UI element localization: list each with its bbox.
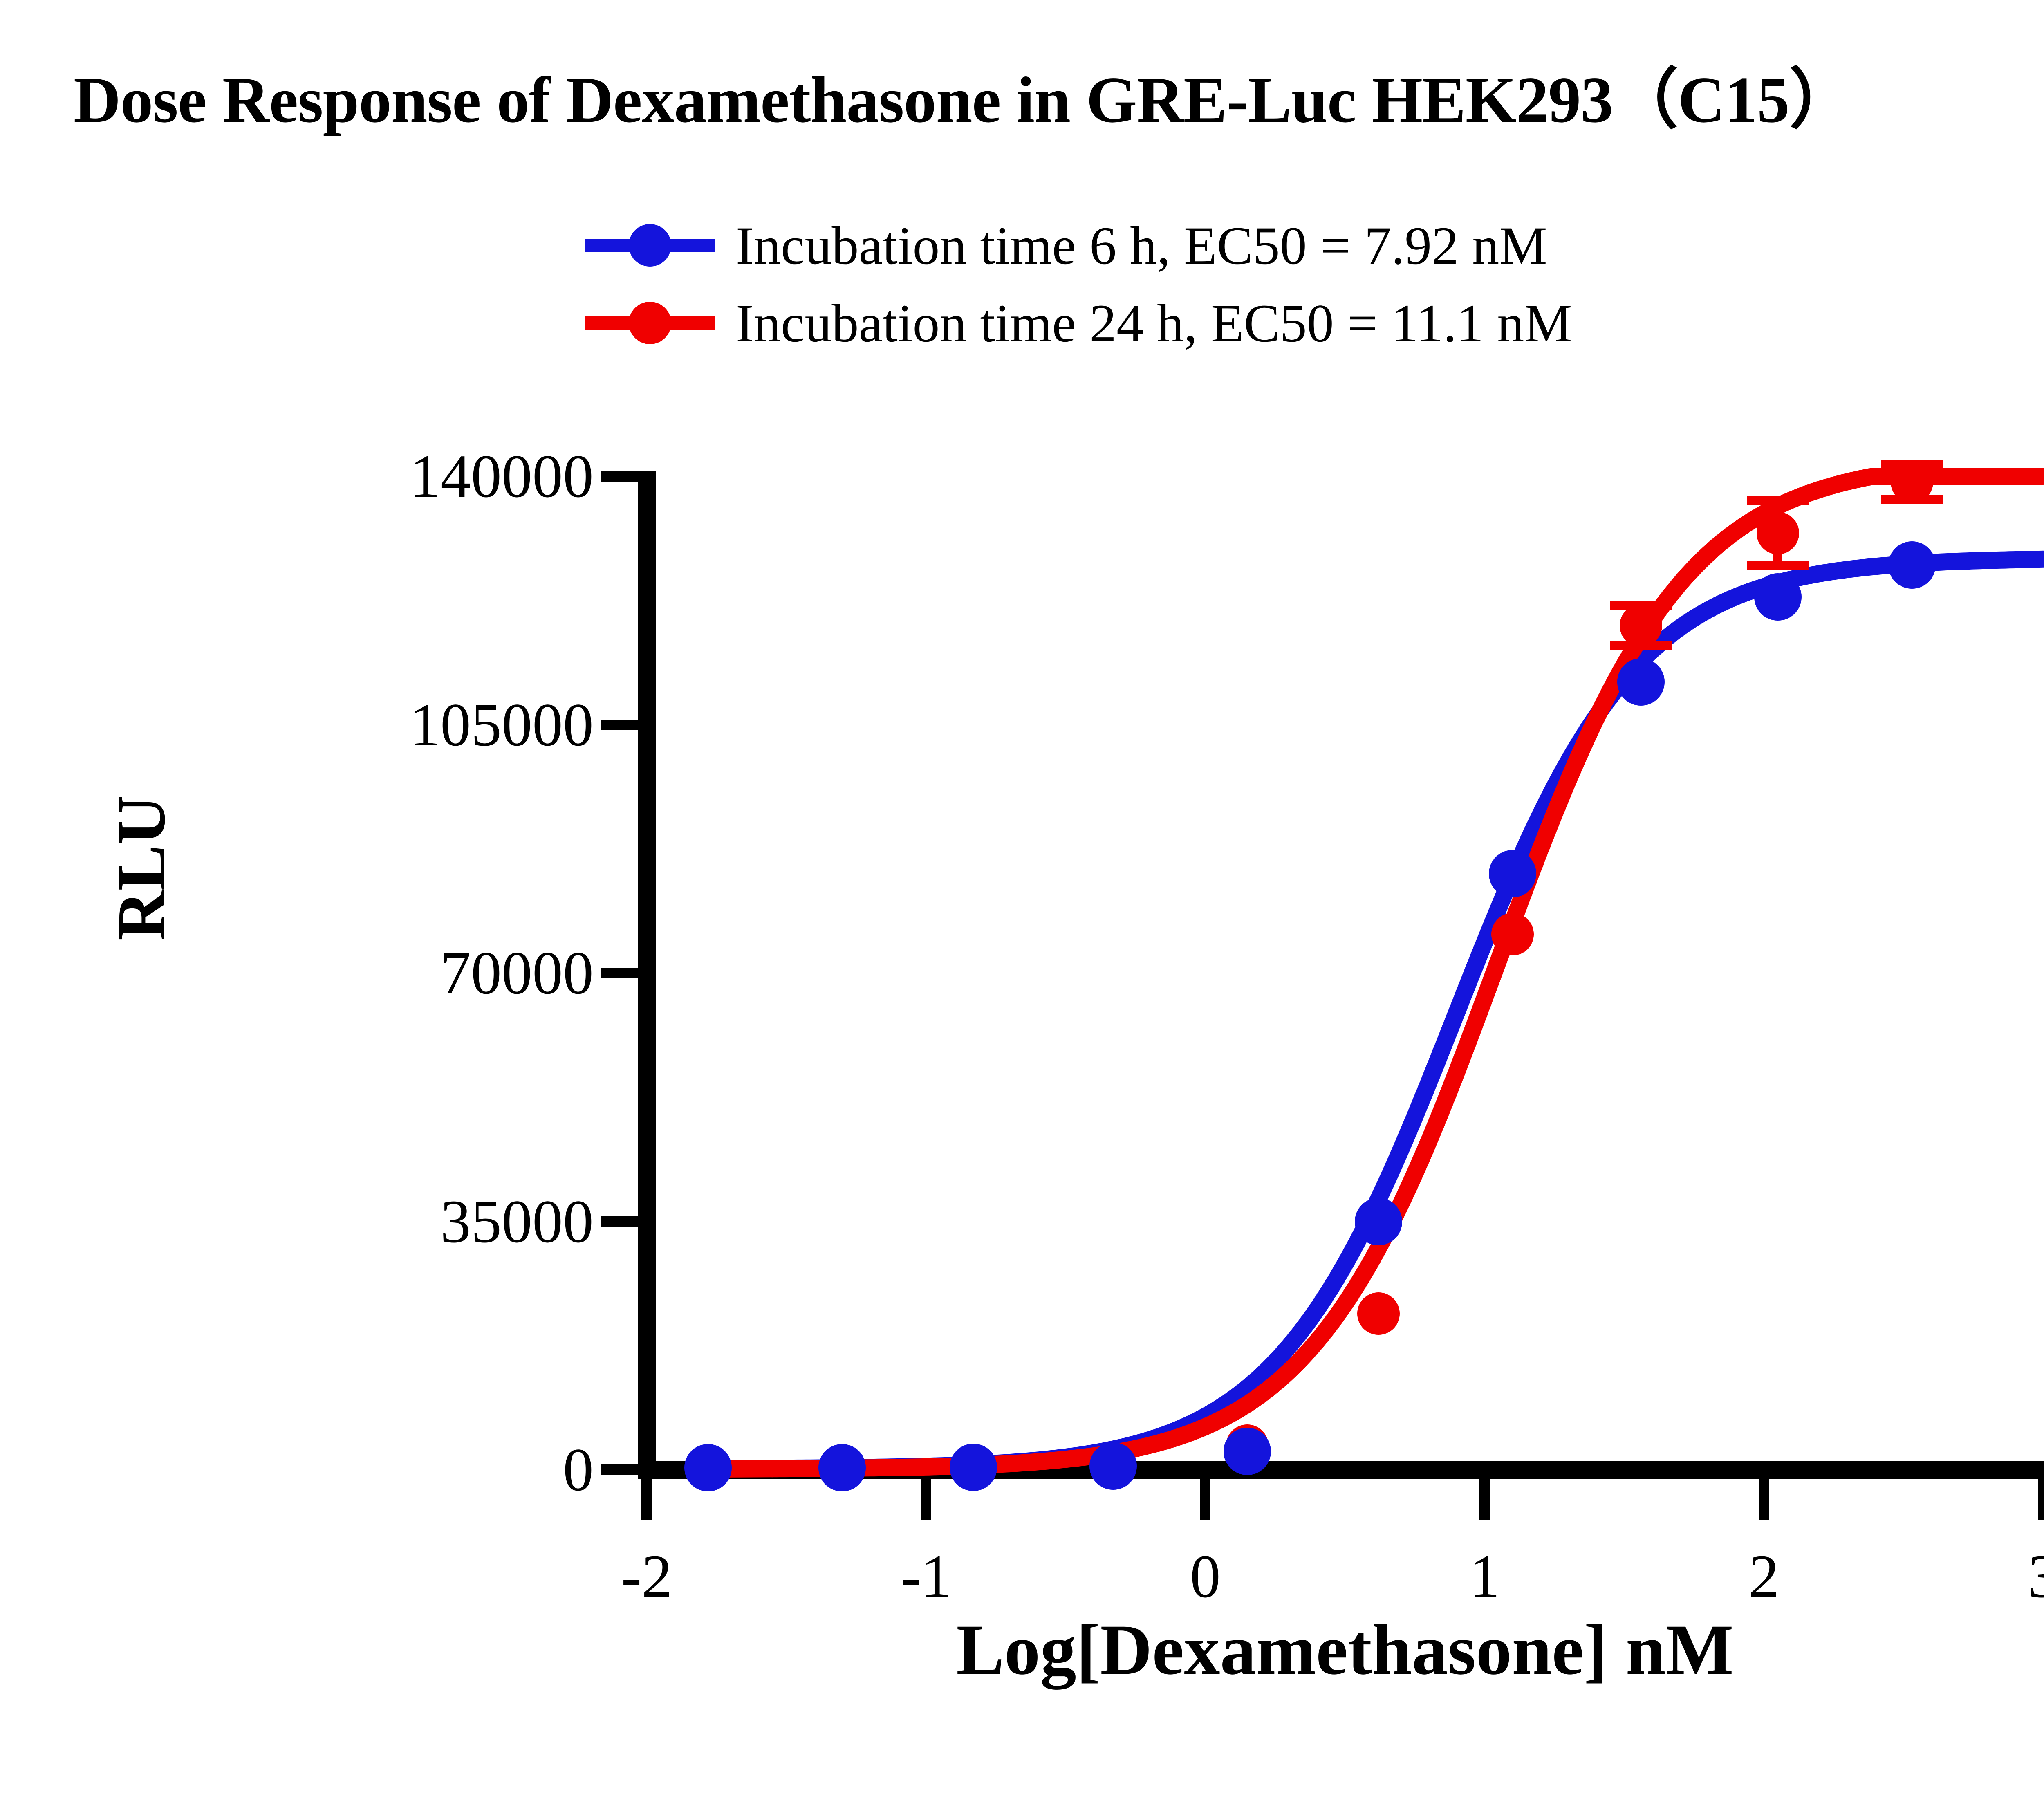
circle-marker-icon	[629, 224, 671, 267]
y-tick	[601, 1216, 638, 1227]
error-bar-cap	[1747, 496, 1809, 505]
circle-marker-icon	[629, 302, 671, 344]
y-tick	[601, 471, 638, 482]
data-point-marker[interactable]	[684, 1444, 732, 1491]
plot-area: 0 35000 70000 105000 140000 -2 -1 0 1 2 3	[410, 442, 2044, 1610]
data-point-marker[interactable]	[950, 1443, 997, 1491]
x-tick-label: 2	[1748, 1543, 1780, 1610]
legend-key-6h	[585, 224, 715, 267]
x-tick	[641, 1479, 652, 1520]
y-tick-label: 35000	[440, 1187, 594, 1256]
y-tick-label: 140000	[410, 442, 594, 510]
curve-6h	[764, 550, 2044, 1477]
x-tick	[1200, 1479, 1211, 1520]
data-point-marker[interactable]	[1223, 1427, 1271, 1475]
chart-legend: Incubation time 6 h, EC50 = 7.92 nM Incu…	[585, 206, 1572, 362]
data-point-marker[interactable]	[1888, 541, 1936, 589]
x-tick-label: 0	[1190, 1543, 1221, 1610]
y-tick	[601, 1464, 638, 1475]
data-point-marker[interactable]	[1754, 573, 1802, 621]
x-tick-label: 3	[2028, 1543, 2044, 1610]
data-point-marker[interactable]	[1491, 913, 1534, 955]
x-axis-label: Log[Dexamethasone] nM	[956, 1610, 1734, 1690]
page-title: Dose Response of Dexamethasone in GRE-Lu…	[74, 63, 1855, 136]
data-point-marker[interactable]	[818, 1444, 866, 1491]
data-point-marker[interactable]	[1617, 658, 1665, 706]
data-point-marker[interactable]	[1620, 604, 1663, 647]
y-tick-label: 105000	[410, 691, 594, 759]
y-axis-label: RLU	[103, 795, 179, 940]
error-bar-cap	[1747, 561, 1809, 570]
legend-label-24h: Incubation time 24 h, EC50 = 11.1 nM	[736, 293, 1572, 353]
y-axis-line	[638, 471, 656, 1475]
x-tick-label: 1	[1469, 1543, 1500, 1610]
x-tick	[1479, 1479, 1490, 1520]
data-point-marker[interactable]	[1089, 1442, 1137, 1490]
data-point-marker[interactable]	[1357, 1292, 1400, 1335]
data-point-marker[interactable]	[1756, 511, 1799, 554]
legend-label-6h: Incubation time 6 h, EC50 = 7.92 nM	[736, 215, 1547, 276]
data-point-marker[interactable]	[1890, 460, 1933, 503]
data-curves	[694, 468, 2044, 1478]
legend-item-24h[interactable]: Incubation time 24 h, EC50 = 11.1 nM	[585, 284, 1572, 362]
y-tick	[601, 719, 638, 730]
x-tick	[921, 1479, 932, 1520]
x-tick	[2038, 1479, 2044, 1520]
legend-key-24h	[585, 302, 715, 344]
y-tick	[601, 968, 638, 978]
x-tick-label: -1	[900, 1543, 952, 1610]
data-point-marker[interactable]	[1488, 850, 1536, 897]
y-tick-label: 70000	[440, 939, 594, 1007]
data-point-marker[interactable]	[1354, 1197, 1402, 1245]
y-tick-label: 0	[563, 1436, 594, 1504]
x-tick-label: -2	[621, 1543, 672, 1610]
curve-24h	[764, 468, 2044, 1478]
x-tick	[1758, 1479, 1769, 1520]
legend-item-6h[interactable]: Incubation time 6 h, EC50 = 7.92 nM	[585, 206, 1572, 284]
